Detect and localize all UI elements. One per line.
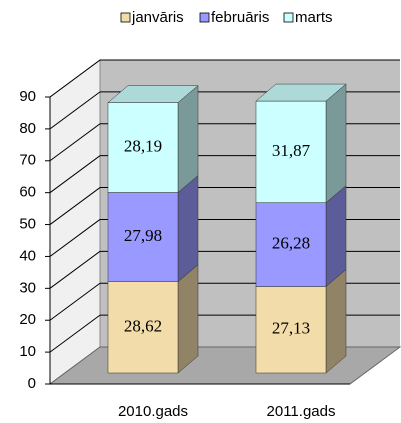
grid-line (49, 155, 101, 194)
grid-line (49, 91, 101, 130)
bar-top (255, 83, 347, 102)
bar (255, 286, 327, 374)
bar-side (177, 85, 199, 194)
bar-side (325, 185, 347, 288)
legend-swatch (283, 12, 294, 23)
bar-side (177, 264, 199, 374)
y-tick-label: 40 (19, 247, 36, 264)
bar-top (107, 85, 199, 103)
legend-swatch (199, 12, 210, 23)
y-tick-label: 20 (19, 311, 36, 328)
x-tick-label: 2011.gads (267, 403, 336, 420)
value-label: 27,98 (124, 226, 162, 245)
legend-label: marts (295, 9, 333, 26)
legend-label: februāris (211, 9, 269, 26)
grid-line (49, 187, 101, 225)
grid-line (49, 59, 101, 98)
bar-side (325, 268, 347, 374)
bar-side (325, 83, 347, 204)
side-wall (49, 59, 101, 385)
y-tick-label: 0 (28, 375, 36, 392)
grid-line (49, 314, 101, 353)
floor (48, 346, 401, 385)
y-tick-label: 60 (19, 184, 36, 201)
y-tick-label: 30 (19, 279, 36, 296)
y-tick-label: 80 (19, 120, 36, 137)
value-label: 26,28 (272, 233, 310, 252)
y-tick-label: 10 (19, 343, 36, 360)
legend-label: janvāris (131, 9, 184, 26)
value-label: 27,13 (272, 319, 310, 338)
bar-side (177, 174, 199, 283)
x-tick-label: 2010.gads (118, 403, 188, 420)
y-tick-label: 90 (19, 88, 36, 105)
grid-line (49, 282, 101, 321)
legend-swatch (120, 12, 131, 23)
bar (255, 202, 327, 287)
value-label: 28,62 (124, 316, 162, 335)
value-label: 31,87 (272, 141, 311, 160)
grid-line (49, 123, 101, 162)
grid-line (49, 250, 101, 289)
y-tick-label: 70 (19, 152, 36, 169)
bar (107, 281, 179, 374)
value-label: 28,19 (124, 136, 162, 155)
bar (255, 100, 327, 203)
bar (107, 192, 179, 282)
y-tick-label: 50 (19, 216, 36, 233)
grid-line (49, 219, 101, 257)
bar (107, 102, 179, 193)
